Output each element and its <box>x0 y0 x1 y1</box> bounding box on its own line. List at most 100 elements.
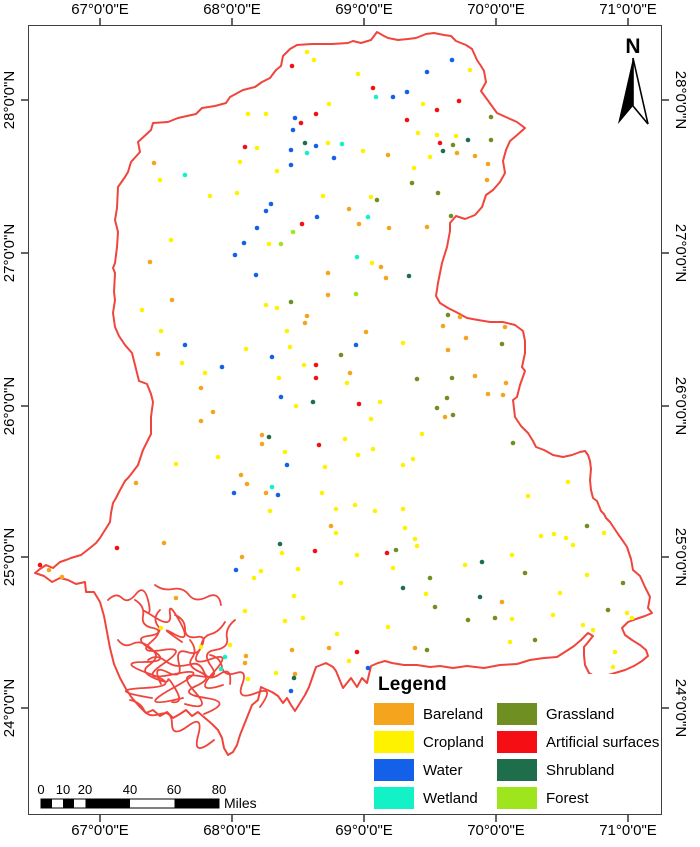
sample-dot-grassland <box>449 375 455 381</box>
sample-dot-cropland <box>168 237 174 243</box>
sample-dot-cropland <box>282 618 288 624</box>
sample-dot-grassland <box>445 312 451 318</box>
sample-dot-cropland <box>179 360 185 366</box>
sample-dot-artificial <box>114 545 120 551</box>
sample-dot-grassland <box>488 114 494 120</box>
sample-dot-cropland <box>390 565 396 571</box>
scalebar-unit: Miles <box>224 795 257 811</box>
sample-dot-bareland <box>385 152 391 158</box>
sample-dot-bareland <box>502 324 508 330</box>
sample-dot-cropland <box>563 535 569 541</box>
sample-dot-cropland <box>434 132 440 138</box>
sample-dot-bareland <box>325 292 331 298</box>
sample-dot-bareland <box>161 540 167 546</box>
scalebar-segment <box>63 799 74 808</box>
sample-dot-water <box>284 462 290 468</box>
sample-dot-cropland <box>334 631 340 637</box>
sample-dot-water <box>269 354 275 360</box>
sample-dot-artificial <box>404 117 410 123</box>
latitude-label-left: 25°0'0"N <box>1 527 18 587</box>
water-swatch <box>374 759 414 781</box>
latitude-label-right: 25°0'0"N <box>672 527 689 587</box>
sample-dot-shrubland <box>310 399 316 405</box>
shrubland-swatch <box>497 759 537 781</box>
sample-dot-shrubland <box>440 148 446 154</box>
sample-dot-grassland <box>427 575 433 581</box>
sample-dot-cropland <box>565 479 571 485</box>
scalebar-number: 40 <box>123 782 137 797</box>
sample-dot-cropland <box>601 530 607 536</box>
sample-dot-artificial <box>242 144 248 150</box>
sample-dot-water <box>263 208 269 214</box>
sample-dot-water <box>278 394 284 400</box>
sample-dot-artificial <box>37 562 43 568</box>
sample-dot-cropland <box>423 591 429 597</box>
sample-dot-artificial <box>312 548 318 554</box>
sample-dot-cropland <box>538 533 544 539</box>
sample-dot-cropland <box>400 462 406 468</box>
sample-dot-cropland <box>258 568 264 574</box>
north-arrow: N <box>618 35 649 125</box>
legend-item-forest: Forest <box>497 787 659 809</box>
sample-dot-cropland <box>333 530 339 536</box>
sample-dot-cropland <box>415 130 421 136</box>
sample-dot-cropland <box>590 627 596 633</box>
sample-dot-water <box>275 492 281 498</box>
sample-dot-cropland <box>551 531 557 537</box>
sample-dot-cropland <box>507 639 513 645</box>
sample-dot-cropland <box>157 177 163 183</box>
sample-dot-bareland <box>386 225 392 231</box>
sample-dot-forest <box>353 291 359 297</box>
sample-dot-water <box>449 57 455 63</box>
sample-dot-cropland <box>158 328 164 334</box>
sample-dot-wetland <box>269 484 275 490</box>
sample-dot-cropland <box>360 148 366 154</box>
sample-dot-bareland <box>463 335 469 341</box>
sample-dot-cropland <box>274 305 280 311</box>
sample-dot-cropland <box>402 525 408 531</box>
sample-points <box>37 49 635 694</box>
longitude-label-bottom: 67°0'0"E <box>71 822 129 839</box>
sample-dot-bareland <box>503 380 509 386</box>
sample-dot-cropland <box>320 193 326 199</box>
sample-dot-artificial <box>313 111 319 117</box>
sample-dot-cropland <box>198 644 204 650</box>
sample-dot-shrubland <box>291 675 297 681</box>
latitude-label-left: 27°0'0"N <box>1 223 18 283</box>
sample-dot-grassland <box>435 190 441 196</box>
sample-dot-cropland <box>276 375 282 381</box>
sample-dot-cropland <box>273 670 279 676</box>
sample-dot-water <box>424 69 430 75</box>
legend-item-label: Bareland <box>423 705 484 723</box>
sample-dot-wetland <box>354 254 360 260</box>
sample-dot-cropland <box>370 446 376 452</box>
sample-dot-cropland <box>580 622 586 628</box>
sample-dot-cropland <box>291 593 297 599</box>
graticule-ticks <box>21 18 669 822</box>
sample-dot-cropland <box>419 431 425 437</box>
delta-creek <box>156 621 226 685</box>
sample-dot-cropland <box>311 57 317 63</box>
longitude-label-bottom: 69°0'0"E <box>335 822 393 839</box>
sample-dot-water <box>268 201 274 207</box>
sample-dot-cropland <box>263 302 269 308</box>
sample-dot-grassland <box>338 352 344 358</box>
sample-dot-water <box>292 115 298 121</box>
sample-dot-bareland <box>304 313 310 319</box>
sample-dot-bareland <box>147 259 153 265</box>
sample-dot-cropland <box>411 165 417 171</box>
legend-grid: Bareland Cropland Water Wetland Grassland Art… <box>374 703 659 809</box>
scalebar-outline <box>40 798 220 809</box>
sample-dot-wetland <box>339 141 345 147</box>
sample-dot-grassland <box>488 137 494 143</box>
legend-item-label: Shrubland <box>546 761 615 779</box>
sample-dot-cropland <box>354 552 360 558</box>
sample-dot-water <box>390 94 396 100</box>
delta-creek <box>188 639 221 715</box>
wetland-swatch <box>374 787 414 809</box>
sample-dot-bareland <box>210 409 216 415</box>
sample-dot-cropland <box>355 452 361 458</box>
sample-dot-cropland <box>509 616 515 622</box>
sample-dot-artificial <box>437 140 443 146</box>
